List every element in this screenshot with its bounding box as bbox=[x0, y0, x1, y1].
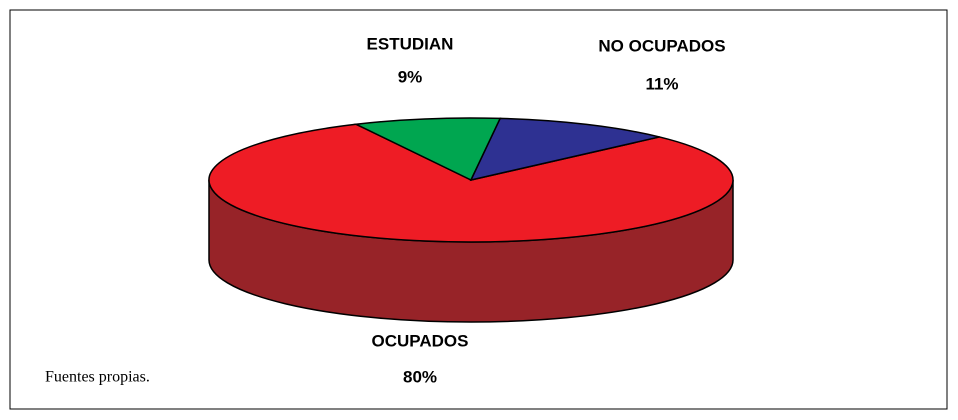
slice-label: NO OCUPADOS bbox=[598, 36, 725, 55]
source-note: Fuentes propias. bbox=[45, 369, 150, 386]
slice bbox=[353, 117, 502, 182]
slice-label: ESTUDIAN bbox=[367, 34, 454, 53]
value-label: 80% bbox=[403, 367, 437, 386]
slice-label: OCUPADOS bbox=[372, 331, 469, 350]
value-label: 9% bbox=[398, 67, 423, 86]
value-label: 11% bbox=[645, 74, 678, 93]
pie bbox=[208, 117, 734, 323]
slice bbox=[208, 123, 734, 243]
slice bbox=[469, 117, 660, 182]
